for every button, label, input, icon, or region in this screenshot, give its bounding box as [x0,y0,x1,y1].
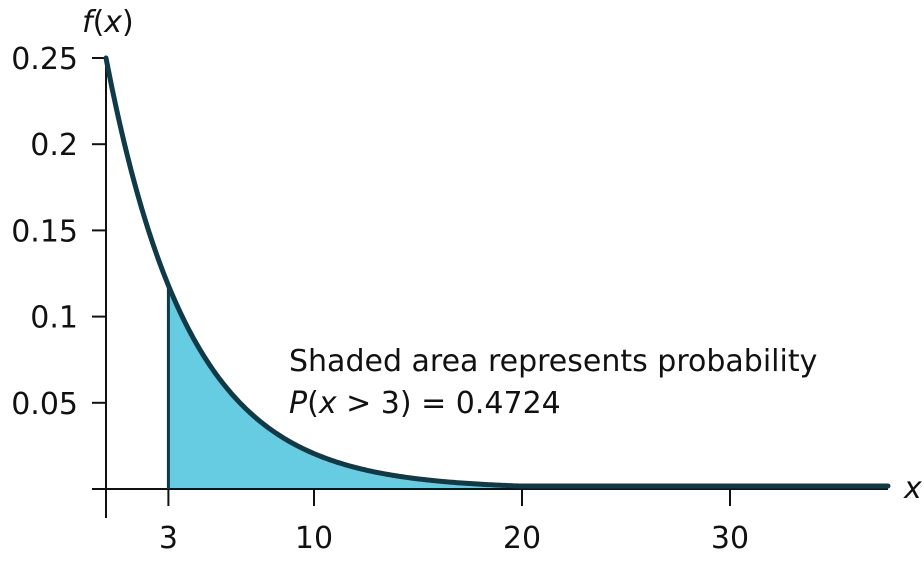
axes-layer [92,57,888,518]
shaded-area-layer [168,285,888,489]
shaded-probability-area [168,285,888,489]
density-curve [103,55,891,489]
annotation-rest: > 3) = 0.4724 [337,386,561,421]
curve-layer [103,55,891,489]
x-axis-title: x [903,471,922,506]
annotation-func: P [289,386,308,421]
y-tick-label-4: 0.25 [11,42,78,77]
annotation-line-1: Shaded area represents probability [289,344,817,379]
x-tick-label-10: 10 [295,521,333,556]
y-axis-title: f(x) [82,5,134,40]
y-tick-label-1: 0.1 [30,301,78,336]
y-tick-label-2: 0.15 [11,214,78,249]
annotation-var: x [318,386,337,421]
y-tick-label-3: 0.2 [30,128,78,163]
tick-labels: 3 10 20 30 0.05 0.1 0.15 0.2 0.25 [11,42,749,556]
x-tick-label-30: 30 [711,521,749,556]
annotation-line-2: P(x > 3) = 0.4724 [289,386,561,421]
x-tick-label-3: 3 [159,521,178,556]
annotation-open: ( [307,386,319,421]
x-tick-label-20: 20 [503,521,541,556]
y-tick-label-0: 0.05 [11,387,78,422]
